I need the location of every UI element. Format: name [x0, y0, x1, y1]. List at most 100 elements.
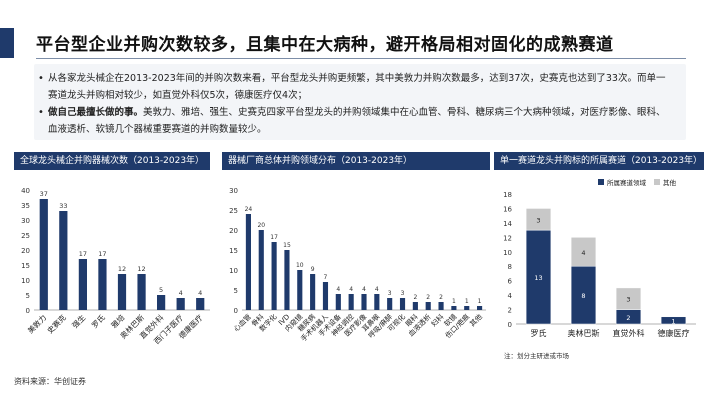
- y-tick-label: 40: [21, 187, 30, 195]
- bar: [387, 298, 393, 310]
- y-tick-label: 10: [21, 277, 30, 285]
- y-tick-label: 0: [26, 307, 30, 315]
- data-label: 5: [159, 286, 163, 294]
- data-label: 17: [98, 250, 106, 258]
- x-tick-label: 强生: [70, 312, 88, 330]
- x-tick-label: 直觉外科: [613, 328, 645, 338]
- data-label: 4: [198, 289, 202, 297]
- data-label: 12: [118, 265, 126, 273]
- data-label: 8: [581, 292, 585, 300]
- data-label: 10: [296, 262, 304, 269]
- legend-swatch: [598, 179, 604, 185]
- y-tick-label: 30: [21, 217, 30, 225]
- bullet-2-text: 美敦力、雅培、强生、史赛克四家平台型龙头的并购领域集中在心血管、骨科、糖尿病三个…: [48, 107, 666, 135]
- bar: [176, 298, 185, 310]
- source-note: 资料来源：华创证券: [14, 377, 86, 386]
- title-divider: [36, 58, 686, 59]
- legend-label: 所属赛道领域: [607, 178, 647, 187]
- chart-2: 05101520253024心血管20骨科17数字化15IVD10内窥镜9糖尿病…: [229, 187, 486, 343]
- bar: [322, 282, 329, 310]
- y-tick-label: 0: [508, 321, 512, 329]
- y-tick-label: 5: [234, 287, 238, 295]
- data-label: 20: [257, 222, 265, 229]
- data-label: 1: [465, 298, 469, 305]
- bar: [412, 302, 418, 310]
- y-tick-label: 12: [503, 234, 512, 242]
- bar: [310, 274, 316, 310]
- data-label: 3: [536, 216, 540, 224]
- chart-3-note: 注：划分主研进或市场: [504, 351, 570, 360]
- bar: [117, 274, 127, 310]
- y-tick-label: 5: [26, 292, 30, 300]
- data-label: 2: [626, 314, 630, 322]
- bar: [297, 270, 303, 310]
- x-tick-label: 罗氏: [90, 313, 107, 330]
- data-label: 4: [375, 286, 379, 293]
- data-label: 2: [439, 294, 443, 301]
- x-tick-label: 史赛克: [45, 312, 68, 335]
- x-tick-label: 妇科: [429, 312, 445, 328]
- data-label: 4: [336, 286, 340, 293]
- stacked-bar-segment: [570, 265, 597, 325]
- data-label: 13: [534, 274, 542, 282]
- data-label: 4: [349, 286, 353, 293]
- y-tick-label: 2: [508, 307, 512, 315]
- data-label: 17: [270, 234, 278, 241]
- y-tick-label: 18: [503, 191, 512, 199]
- y-tick-label: 16: [503, 205, 512, 213]
- title-accent-bar: [0, 28, 14, 58]
- bar: [98, 259, 107, 310]
- bar: [477, 306, 483, 310]
- x-tick-label: 其他: [468, 312, 484, 328]
- data-label: 4: [581, 249, 585, 257]
- bar: [157, 295, 166, 310]
- y-tick-label: 15: [229, 247, 238, 255]
- chart-2-title: 器械厂商总体并购领域分布（2013-2023年）: [222, 152, 490, 170]
- bar: [399, 298, 406, 310]
- data-label: 3: [401, 290, 405, 297]
- data-label: 3: [626, 296, 630, 304]
- y-tick-label: 35: [21, 202, 30, 210]
- data-label: 9: [311, 266, 315, 273]
- data-label: 15: [283, 242, 291, 249]
- y-tick-label: 25: [229, 207, 238, 215]
- y-tick-label: 20: [229, 227, 238, 235]
- bar: [271, 242, 277, 310]
- data-label: 2: [413, 294, 417, 301]
- data-label: 37: [40, 190, 48, 198]
- y-tick-label: 6: [508, 278, 513, 286]
- bar: [438, 302, 444, 310]
- y-tick-label: 10: [503, 249, 512, 257]
- data-label: 1: [671, 317, 675, 325]
- y-tick-label: 8: [508, 263, 512, 271]
- legend-swatch: [654, 179, 660, 185]
- y-tick-label: 10: [229, 267, 238, 275]
- bar: [335, 294, 341, 310]
- y-tick-label: 4: [508, 292, 513, 300]
- bar: [39, 199, 48, 310]
- bar: [59, 211, 68, 310]
- bar: [258, 230, 264, 310]
- data-label: 4: [362, 286, 366, 293]
- data-label: 4: [179, 289, 183, 297]
- bar: [137, 274, 146, 310]
- y-tick-label: 20: [21, 247, 30, 255]
- y-tick-label: 14: [503, 220, 512, 228]
- bar: [284, 250, 290, 310]
- bullet-1: • 从各家龙头械企在2013-2023年间的并购次数来看，平台型龙头并购更频繁，…: [38, 70, 668, 104]
- bullet-dot: •: [38, 73, 44, 84]
- page-title: 平台型企业并购次数较多，且集中在大病种，避开格局相对固化的成熟赛道: [36, 35, 614, 55]
- stacked-bar-segment: [525, 229, 552, 325]
- stacked-bar-segment: [660, 316, 687, 325]
- y-tick-label: 0: [234, 307, 238, 315]
- stacked-bar-segment: [570, 237, 597, 267]
- chart-3: 0 2 4 6 8 10 12 14 16 18 所属赛道领域 其他 13 3 罗氏 8 4 奥林巴斯 2 3 直觉外科…: [503, 178, 696, 360]
- x-tick-label: 奥林巴斯: [568, 328, 600, 338]
- y-tick-label: 30: [229, 187, 238, 195]
- chart-1-title: 全球龙头械企并购器械次数（2013-2023年）: [14, 152, 210, 170]
- bullet-1-text: 从各家龙头械企在2013-2023年间的并购次数来看，平台型龙头并购更频繁，其中…: [48, 73, 666, 101]
- data-label: 7: [324, 274, 328, 281]
- chart-3-title: 单一赛道龙头并购标的所属赛道（2013-2023年）: [494, 152, 704, 170]
- bar: [196, 298, 205, 310]
